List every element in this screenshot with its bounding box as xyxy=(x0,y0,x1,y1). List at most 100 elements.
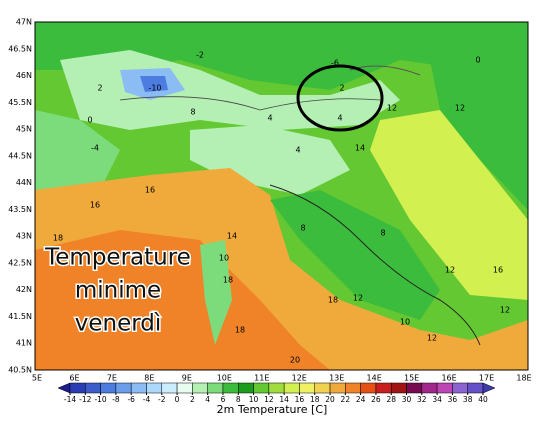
colorbar-segment xyxy=(100,382,117,394)
colorbar-segment xyxy=(283,382,300,394)
map-value-label: 2 xyxy=(339,84,344,93)
colorbar-end xyxy=(482,382,496,394)
map-value-label: 4 xyxy=(295,146,300,155)
colorbar-tick-label: 14 xyxy=(279,395,289,404)
overlay-text: Temperature xyxy=(44,245,191,271)
lat-label: 43N xyxy=(16,232,32,241)
colorbar-title: 2m Temperature [C] xyxy=(217,403,328,416)
lat-label: 41.5N xyxy=(8,312,32,321)
colorbar-tick-label: 0 xyxy=(175,395,180,404)
map-value-label: -4 xyxy=(91,144,99,153)
colorbar-tick-label: 12 xyxy=(264,395,274,404)
colorbar-tick-label: 6 xyxy=(221,395,226,404)
lon-label: 8E xyxy=(144,374,154,383)
colorbar-tick-label: -14 xyxy=(64,395,76,404)
colorbar-tick-label: 4 xyxy=(205,395,210,404)
map-value-label: 14 xyxy=(355,144,365,153)
colorbar-segment xyxy=(268,382,285,394)
colorbar-tick-label: 22 xyxy=(341,395,351,404)
map-value-label: -10 xyxy=(148,84,161,93)
colorbar-segment xyxy=(207,382,224,394)
colorbar-tick-label: 8 xyxy=(236,395,241,404)
map-value-label: 16 xyxy=(493,266,503,275)
map-value-label: 12 xyxy=(387,104,397,113)
map-value-label: 18 xyxy=(328,296,338,305)
colorbar-tick-label: -2 xyxy=(158,395,166,404)
lon-label: 9E xyxy=(182,374,192,383)
lat-label: 41N xyxy=(16,339,32,348)
colorbar-segment xyxy=(161,382,178,394)
map-value-label: 12 xyxy=(445,266,455,275)
overlay-text: venerdì xyxy=(75,311,162,337)
colorbar-tick-label: 30 xyxy=(402,395,412,404)
lon-label: 17E xyxy=(479,374,494,383)
colorbar-tick-label: 36 xyxy=(448,395,458,404)
colorbar-segment xyxy=(467,382,484,394)
map-value-label: 8 xyxy=(300,224,305,233)
colorbar-segment xyxy=(222,382,239,394)
lon-label: 13E xyxy=(329,374,344,383)
colorbar: -14 -12 -10 -8 -6 -4 -2 0 2 4 6 8 10 12 14 16 18 20 22 24 26… xyxy=(57,382,496,404)
colorbar-segment xyxy=(299,382,315,394)
overlay-text: minime xyxy=(75,278,161,304)
lat-label: 47N xyxy=(16,18,32,27)
colorbar-segment xyxy=(146,382,163,394)
lon-label: 10E xyxy=(217,374,232,383)
map-value-label: 16 xyxy=(145,186,155,195)
colorbar-tick-label: 38 xyxy=(463,395,473,404)
colorbar-tick-label: 32 xyxy=(417,395,427,404)
map-value-label: 2 xyxy=(97,84,102,93)
map-value-label: 0 xyxy=(87,116,92,125)
colorbar-segment xyxy=(115,382,132,394)
map-value-label: 14 xyxy=(227,232,237,241)
lon-label: 14E xyxy=(367,374,382,383)
colorbar-tick-label: -4 xyxy=(143,395,151,404)
map-value-label: 18 xyxy=(53,234,63,243)
lon-label: 5E xyxy=(32,374,42,383)
colorbar-tick-label: 26 xyxy=(371,395,381,404)
lon-label: 15E xyxy=(404,374,419,383)
colorbar-segment xyxy=(406,382,423,394)
colorbar-tick-label: 20 xyxy=(325,395,335,404)
colorbar-tick-label: -12 xyxy=(79,395,91,404)
map-value-label: 12 xyxy=(353,294,363,303)
map-value-label: 4 xyxy=(267,114,272,123)
map-value-label: 12 xyxy=(500,306,510,315)
map-value-label: 8 xyxy=(190,108,195,117)
map-value-label: 18 xyxy=(223,276,233,285)
colorbar-tick-label: -6 xyxy=(127,395,135,404)
colorbar-tick-label: 28 xyxy=(386,395,396,404)
colorbar-segment xyxy=(238,382,254,394)
lon-label: 6E xyxy=(69,374,79,383)
map-value-label: 20 xyxy=(290,356,300,365)
colorbar-tick-label: 2 xyxy=(190,395,195,404)
colorbar-segment xyxy=(436,382,453,394)
colorbar-segment xyxy=(452,382,468,394)
lat-label: 46.5N xyxy=(8,44,32,53)
colorbar-segment xyxy=(360,382,377,394)
map-labels: -6 2 4 -10 2 -2 -4 0 8 4 12 12 0 14 4 16 16 18 14 18 10 8 8 12 1… xyxy=(53,51,510,365)
map-axes: 47N 46.5N 46N 45.5N 45N 44.5N 44N 43.5N 43N 42.5N… xyxy=(8,18,531,383)
colorbar-segment xyxy=(130,382,147,394)
colorbar-segment xyxy=(345,382,361,394)
lat-label: 45N xyxy=(16,125,32,134)
map-value-label: 12 xyxy=(427,334,437,343)
colorbar-segment xyxy=(69,382,86,394)
lon-label: 12E xyxy=(292,374,307,383)
map-value-label: 0 xyxy=(475,56,480,65)
map-value-label: -6 xyxy=(331,59,339,68)
lat-label: 42N xyxy=(16,285,32,294)
lon-label: 18E xyxy=(516,374,531,383)
colorbar-segment xyxy=(314,382,331,394)
lat-label: 45.5N xyxy=(8,98,32,107)
lat-label: 43.5N xyxy=(8,205,32,214)
lon-label: 7E xyxy=(107,374,117,383)
map-value-label: 18 xyxy=(235,326,245,335)
map-value-label: 8 xyxy=(380,229,385,238)
map-value-label: 12 xyxy=(455,104,465,113)
colorbar-tick-label: 10 xyxy=(249,395,259,404)
colorbar-segment xyxy=(390,382,407,394)
map-value-label: 4 xyxy=(337,114,342,123)
map-field xyxy=(35,22,528,370)
